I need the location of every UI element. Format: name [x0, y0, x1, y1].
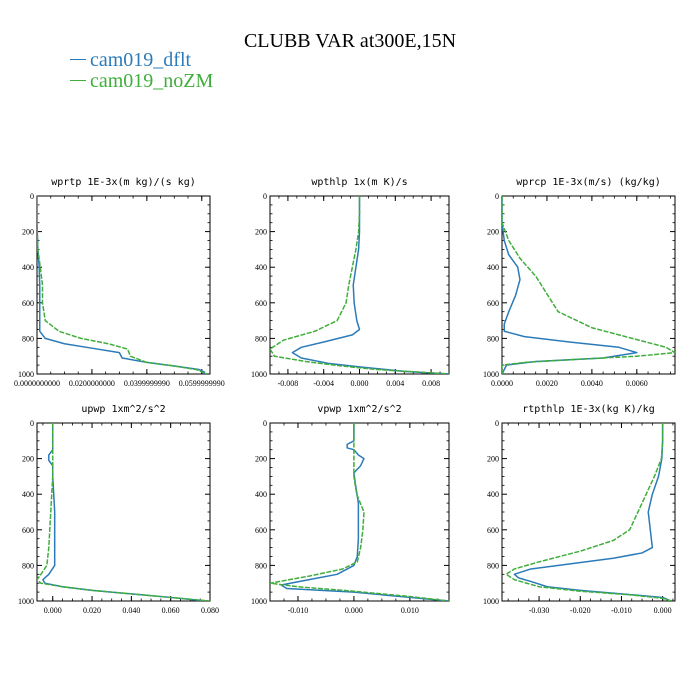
- figure-title: CLUBB VAR at300E,15N: [243, 30, 457, 52]
- panel-title: upwp 1xm^2/s^2: [81, 404, 165, 415]
- x-tick-label: -0.020: [570, 606, 591, 615]
- series-line-cam019_dflt: [513, 423, 672, 601]
- x-tick-label: 0.000: [44, 606, 62, 615]
- y-tick-label: 0: [263, 192, 267, 201]
- y-tick-label: 800: [255, 561, 267, 570]
- plot-frame: [36, 422, 211, 602]
- y-tick-label: 800: [487, 334, 499, 343]
- legend-swatch-dflt: [70, 58, 86, 60]
- y-tick-label: 1000: [18, 597, 34, 606]
- x-tick-label: 0.080: [201, 606, 219, 615]
- y-tick-label: 1000: [251, 370, 267, 379]
- x-tick-label: 0.0000: [491, 379, 513, 388]
- y-tick-label: 600: [487, 299, 499, 308]
- x-tick-label: 0.0399999990: [124, 379, 170, 388]
- plot-frame: [501, 422, 676, 602]
- plot-frame: [269, 422, 450, 602]
- y-tick-label: 400: [487, 263, 499, 272]
- y-tick-label: 200: [22, 455, 34, 464]
- legend-label-dflt: cam019_dflt: [90, 49, 192, 71]
- x-tick-label: 0.0040: [581, 379, 603, 388]
- x-tick-label: 0.060: [162, 606, 180, 615]
- x-tick-label: 0.004: [386, 379, 404, 388]
- y-tick-label: 400: [22, 490, 34, 499]
- series-line-cam019_dflt: [280, 423, 449, 601]
- series-line-cam019_noZM: [37, 423, 210, 601]
- y-tick-label: 1000: [251, 597, 267, 606]
- y-tick-label: 200: [487, 455, 499, 464]
- series-line-cam019_noZM: [502, 196, 675, 374]
- y-tick-label: 1000: [18, 370, 34, 379]
- series-line-cam019_noZM: [505, 423, 672, 601]
- x-tick-label: 0.010: [401, 606, 419, 615]
- x-tick-label: 0.0200000000: [69, 379, 115, 388]
- x-tick-label: 0.0599999990: [179, 379, 225, 388]
- panel-4: upwp 1xm^2/s^2 0 200 400 600 800 1000 0.000 0.02…: [18, 404, 219, 615]
- legend: cam019_dflt cam019_noZM: [70, 50, 213, 92]
- series-line-cam019_noZM: [270, 196, 449, 374]
- y-tick-label: 800: [22, 334, 34, 343]
- y-tick-label: 0: [30, 192, 34, 201]
- series-line-cam019_dflt: [291, 196, 449, 374]
- x-tick-label: -0.010: [611, 606, 632, 615]
- y-tick-label: 600: [22, 299, 34, 308]
- x-tick-label: -0.004: [313, 379, 334, 388]
- x-tick-label: -0.030: [529, 606, 550, 615]
- x-tick-label: 0.000: [351, 379, 369, 388]
- y-tick-label: 400: [22, 263, 34, 272]
- y-tick-label: 200: [487, 228, 499, 237]
- series-line-cam019_dflt: [502, 196, 638, 374]
- panel-3: wprcp 1E-3x(m/s) (kg/kg) 0 200 400 600 800 100…: [483, 177, 676, 388]
- panel-title: wpthlp 1x(m K)/s: [311, 177, 407, 188]
- x-tick-label: 0.0000000000: [14, 379, 60, 388]
- y-tick-label: 0: [495, 192, 499, 201]
- x-tick-label: 0.0060: [626, 379, 648, 388]
- panel-title: wprtp 1E-3x(m kg)/(s kg): [51, 177, 196, 188]
- y-tick-label: 400: [255, 490, 267, 499]
- x-tick-label: 0.000: [654, 606, 672, 615]
- y-tick-label: 800: [22, 561, 34, 570]
- x-tick-label: -0.010: [288, 606, 309, 615]
- y-tick-label: 600: [255, 526, 267, 535]
- panel-1: wprtp 1E-3x(m kg)/(s kg) 0 200 400 600 800 100…: [14, 177, 225, 388]
- legend-item-dflt: cam019_dflt: [70, 50, 213, 71]
- y-tick-label: 200: [22, 228, 34, 237]
- y-tick-label: 1000: [483, 597, 499, 606]
- x-tick-label: 0.040: [122, 606, 140, 615]
- y-tick-label: 0: [263, 419, 267, 428]
- y-tick-label: 400: [255, 263, 267, 272]
- y-tick-label: 200: [255, 228, 267, 237]
- y-tick-label: 600: [22, 526, 34, 535]
- panel-2: wpthlp 1x(m K)/s 0 200 400 600 800 1000 -0.008 -…: [251, 177, 450, 388]
- y-tick-label: 0: [30, 419, 34, 428]
- series-line-cam019_dflt: [42, 423, 207, 601]
- y-tick-label: 1000: [483, 370, 499, 379]
- panel-5: vpwp 1xm^2/s^2 0 200 400 600 800 1000 -0.010 0.0…: [251, 404, 450, 615]
- y-tick-label: 0: [495, 419, 499, 428]
- x-tick-label: -0.008: [278, 379, 299, 388]
- y-tick-label: 800: [487, 561, 499, 570]
- series-line-cam019_noZM: [270, 423, 449, 601]
- y-tick-label: 200: [255, 455, 267, 464]
- panel-title: vpwp 1xm^2/s^2: [317, 404, 401, 415]
- x-tick-label: 0.000: [345, 606, 363, 615]
- x-tick-label: 0.0020: [536, 379, 558, 388]
- y-tick-label: 600: [255, 299, 267, 308]
- y-tick-label: 800: [255, 334, 267, 343]
- panel-title: rtpthlp 1E-3x(kg K)/kg: [522, 404, 654, 415]
- legend-item-noZM: cam019_noZM: [70, 71, 213, 92]
- x-tick-label: 0.008: [422, 379, 440, 388]
- y-tick-label: 400: [487, 490, 499, 499]
- plot-frame: [501, 195, 676, 375]
- y-tick-label: 600: [487, 526, 499, 535]
- panel-6: rtpthlp 1E-3x(kg K)/kg 0 200 400 600 800 1000 -…: [483, 404, 676, 615]
- x-tick-label: 0.020: [83, 606, 101, 615]
- panel-title: wprcp 1E-3x(m/s) (kg/kg): [516, 177, 661, 188]
- legend-label-noZM: cam019_noZM: [90, 70, 214, 92]
- legend-swatch-noZM: [70, 79, 86, 81]
- series-line-cam019_noZM: [37, 196, 208, 374]
